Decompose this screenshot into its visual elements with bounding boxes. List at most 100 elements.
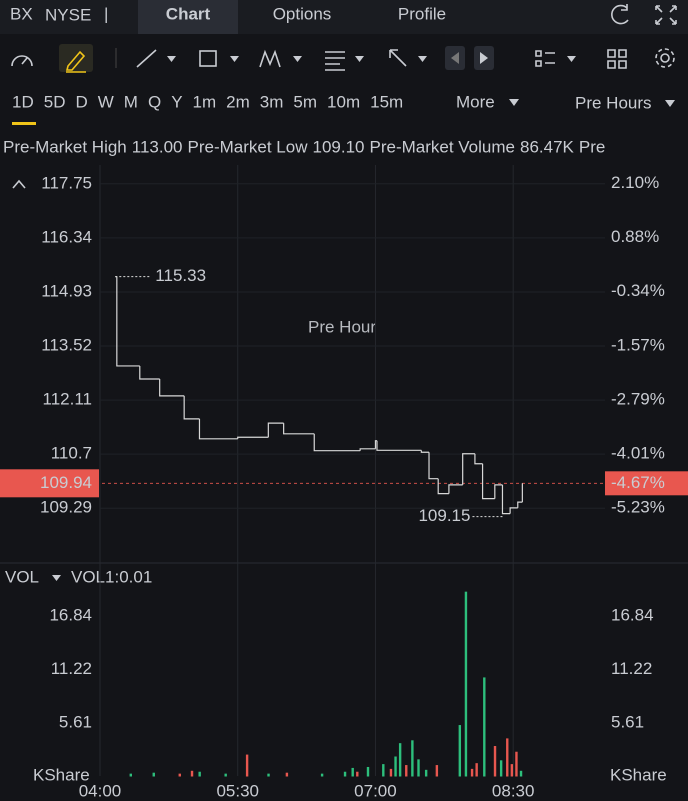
y-tick-label: 112.11 [43,390,92,409]
volume-bar [424,769,428,777]
price-step [474,453,483,465]
volume-bar [464,591,468,777]
y2-tick-label: 16.84 [611,606,654,625]
symbol: BX [10,4,33,23]
arrow [451,52,459,64]
tab[interactable]: Profile [398,4,446,23]
stat-label: Pre-Market Volume [369,137,515,156]
period[interactable]: 15m [370,92,403,111]
layout-icon[interactable] [535,50,555,67]
period[interactable]: 1m [193,92,217,111]
period[interactable]: W [98,92,114,111]
fib-tool[interactable] [325,51,345,71]
period[interactable]: 3m [260,92,284,111]
grid-icon[interactable] [607,49,627,69]
volume-bar [285,772,289,777]
price-step [420,450,430,453]
tool-active-bg [59,44,93,72]
price-step [462,453,475,485]
dropdown-arrow[interactable] [567,56,576,62]
price-step [198,418,238,440]
stat-value: 86.47K [520,137,575,156]
volume-bar [499,760,503,777]
pencil-icon[interactable] [65,50,86,73]
period[interactable]: 10m [327,92,360,111]
periods: 1D 5D D W M Q Y 1m 2m 3m 5m 10m 15m [12,92,403,111]
dropdown-arrow[interactable] [665,100,675,107]
x-tick-label: 07:00 [354,781,397,800]
line-tool[interactable] [136,49,157,68]
volume-bar [506,738,509,777]
refresh-icon[interactable] [611,4,629,25]
y-tick-label: 109.29 [40,498,92,517]
price-step [237,436,269,439]
y-tick-label: 11.22 [51,659,92,678]
price-step [267,422,284,438]
arrow [480,52,488,64]
period[interactable]: Y [171,92,182,111]
y-tick-label: 5.61 [59,713,92,732]
y2-tick-label: 11.22 [611,659,652,678]
price-step [448,484,463,494]
collapse-icon[interactable] [12,179,26,189]
exchange: NYSE [45,5,91,24]
volume-bar [394,756,397,777]
volume-bar [320,773,324,777]
indicator-name[interactable]: VOL [5,567,39,586]
volume-bar [470,768,474,777]
y2-tick-label: -5.23% [611,497,665,516]
y-tick-label: 16.84 [49,606,92,625]
price-step [428,452,439,480]
volume-bar [152,772,155,777]
dropdown-arrow[interactable] [509,99,519,106]
rect-tool[interactable] [199,50,217,67]
dropdown-arrow[interactable] [230,56,239,62]
volume-bar [356,771,359,777]
volume-bar [224,773,227,777]
price-step [313,433,361,452]
settings-icon[interactable] [660,53,670,63]
price-step [481,463,495,500]
last-price-box [0,469,99,498]
period[interactable]: 5D [44,92,66,111]
more-button[interactable]: More [456,92,495,111]
volume-unit: KShare [610,765,667,784]
y-tick-label: 116.34 [41,227,92,246]
volume-bar [483,677,486,777]
y2-tick-label: 5.61 [611,713,644,732]
stat-value: 109.10 [312,137,364,156]
session-select[interactable]: Pre Hours [575,93,652,112]
period[interactable]: 5m [293,92,317,111]
stat-label: Pre-Market High [3,137,127,156]
x-tick-label: 08:30 [492,781,535,800]
tab[interactable]: Options [273,4,332,23]
arrow-tool[interactable] [389,49,407,67]
dropdown-arrow[interactable] [52,575,61,581]
volume-bar [129,773,133,777]
active-period-underline [12,122,36,125]
period[interactable]: 2m [226,92,250,111]
price-step [376,440,422,451]
dropdown-arrow[interactable] [167,56,176,62]
pattern-tool[interactable] [259,49,281,68]
gauge-icon[interactable] [11,55,33,67]
price-step [283,423,315,435]
volume-bar [493,746,497,777]
y2-tick-label: 0.88% [611,227,659,246]
period[interactable]: M [124,92,138,111]
dropdown-arrow[interactable] [418,56,427,62]
volume-bar [178,773,181,777]
stat-label: Pre-Market Low [188,137,309,156]
y2-tick-label: -0.34% [611,281,665,300]
fullscreen-icon[interactable] [655,5,677,25]
tab[interactable]: Chart [166,4,211,23]
volume-bar [475,763,478,777]
volume-bar [389,768,393,777]
active-tab-bg [138,0,238,34]
period[interactable]: D [75,92,87,111]
dropdown-arrow[interactable] [355,56,364,62]
period[interactable]: 1D [12,92,34,111]
settings-icon[interactable] [655,48,675,68]
period[interactable]: Q [148,92,161,111]
dropdown-arrow[interactable] [293,56,302,62]
